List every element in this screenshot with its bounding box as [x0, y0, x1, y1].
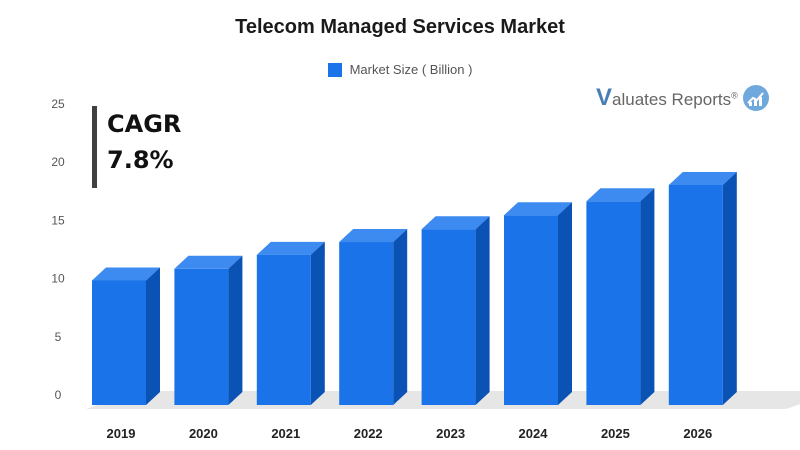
x-tick-label: 2019	[107, 426, 136, 441]
bar-side	[310, 241, 325, 405]
logo-registered: ®	[731, 90, 738, 101]
bar-side	[393, 229, 408, 405]
logo-letter: V	[596, 84, 613, 111]
bar-front	[256, 254, 311, 405]
bar-2023	[421, 216, 490, 405]
bar-front	[504, 215, 558, 405]
x-tick-label: 2021	[271, 426, 300, 441]
bar-2024	[504, 202, 572, 405]
y-tick-label: 25	[51, 97, 65, 111]
x-tick-label: 2022	[354, 426, 383, 441]
y-tick-label: 5	[55, 330, 62, 344]
y-tick-label: 15	[51, 213, 65, 227]
bar-2020	[174, 255, 243, 405]
chart-bubble-icon	[742, 85, 769, 111]
bar-side	[475, 216, 490, 405]
bar-side	[640, 188, 655, 405]
bar-2019	[92, 267, 160, 405]
x-tick-label: 2025	[601, 426, 630, 441]
bar-top	[174, 255, 243, 269]
y-tick-label: 20	[51, 155, 65, 169]
bar-2022	[339, 229, 408, 405]
cagr-value: 7.8%	[107, 146, 174, 174]
bar-front	[174, 268, 229, 405]
y-tick-label: 10	[51, 272, 65, 286]
bar-front	[339, 242, 394, 405]
y-tick-label: 0	[55, 388, 62, 402]
bar-front	[421, 229, 476, 405]
bar-2021	[256, 241, 325, 405]
bar-side	[558, 202, 572, 405]
bar-top	[586, 188, 655, 202]
cagr-annotation: CAGR 7.8%	[92, 106, 212, 188]
bar-side	[722, 172, 737, 405]
bar-front	[586, 201, 641, 405]
bar-top	[339, 229, 408, 243]
legend-label: Market Size ( Billion )	[349, 62, 473, 77]
x-tick-label: 2024	[519, 426, 549, 441]
bar-top	[92, 267, 160, 281]
x-tick-label: 2026	[683, 426, 712, 441]
cagr-label: CAGR	[107, 110, 182, 138]
bar-top	[504, 202, 572, 216]
bar-top	[421, 216, 490, 230]
bar-top	[668, 172, 737, 186]
logo-text: Valuates Reports®	[596, 84, 738, 112]
chart-title: Telecom Managed Services Market	[235, 16, 565, 38]
legend-swatch	[327, 62, 342, 77]
legend: Market Size ( Billion )	[0, 62, 800, 77]
bar-top	[256, 241, 325, 255]
bar-side	[146, 267, 160, 405]
logo-wordmark: aluates Reports	[612, 90, 732, 109]
bar-front	[668, 185, 723, 405]
x-tick-label: 2023	[436, 426, 465, 441]
bar-side	[228, 255, 243, 405]
bar-2025	[586, 188, 655, 405]
valuates-reports-logo: Valuates Reports®	[596, 84, 770, 112]
bar-2026	[668, 172, 737, 405]
x-tick-label: 2020	[189, 426, 218, 441]
bar-front	[92, 280, 146, 405]
